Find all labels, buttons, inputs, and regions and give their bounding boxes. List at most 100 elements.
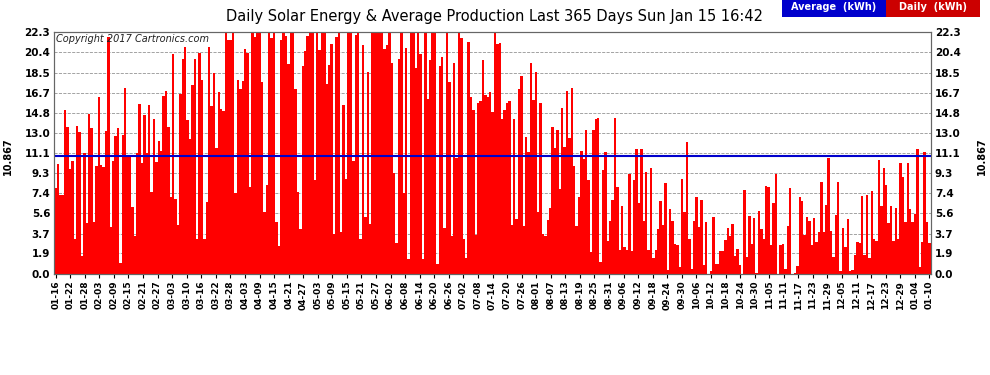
Bar <box>558 189 561 274</box>
Bar <box>659 201 661 274</box>
Bar <box>206 202 208 274</box>
Bar <box>580 151 582 274</box>
Bar <box>833 257 835 274</box>
Bar <box>683 213 686 274</box>
Bar <box>518 89 520 274</box>
Bar <box>304 51 307 274</box>
Bar <box>924 152 926 274</box>
Bar <box>724 240 727 274</box>
Bar <box>722 252 724 274</box>
Bar <box>570 88 573 274</box>
Bar <box>129 157 132 274</box>
Bar <box>530 63 533 274</box>
Bar <box>674 244 676 274</box>
Bar <box>520 76 523 274</box>
Bar <box>86 224 88 274</box>
Bar <box>450 236 452 274</box>
Bar <box>198 53 201 274</box>
Bar <box>895 207 897 274</box>
Bar <box>225 32 228 274</box>
Bar <box>681 179 683 274</box>
Bar <box>326 84 328 274</box>
Bar <box>240 89 242 274</box>
Bar <box>81 256 83 274</box>
Bar <box>619 250 621 274</box>
Bar <box>477 102 479 274</box>
Bar <box>734 256 737 274</box>
Bar <box>727 228 729 274</box>
Bar <box>784 268 787 274</box>
Bar <box>912 222 914 274</box>
Bar <box>132 207 134 274</box>
Bar <box>880 206 883 274</box>
Bar <box>693 220 695 274</box>
Bar <box>624 247 626 274</box>
Bar <box>587 180 590 274</box>
Bar <box>395 243 398 274</box>
Bar <box>739 265 741 274</box>
Bar <box>856 242 858 274</box>
Bar <box>275 222 277 274</box>
Bar <box>720 251 722 274</box>
Bar <box>100 165 102 274</box>
Bar <box>799 197 801 274</box>
Bar <box>899 163 902 274</box>
Bar <box>251 32 253 274</box>
Bar <box>261 82 263 274</box>
Bar <box>537 211 540 274</box>
Bar <box>762 238 765 274</box>
Bar <box>743 190 745 274</box>
Bar <box>256 32 258 274</box>
Bar <box>563 147 565 274</box>
Bar <box>390 63 393 274</box>
Bar <box>174 199 177 274</box>
Bar <box>666 270 669 274</box>
Bar <box>750 244 753 274</box>
Bar <box>352 161 354 274</box>
Bar <box>321 32 324 274</box>
Bar <box>703 266 705 274</box>
Bar <box>263 212 265 274</box>
Bar <box>144 115 146 274</box>
Bar <box>828 158 830 274</box>
Bar <box>361 45 364 274</box>
Bar <box>76 126 78 274</box>
Bar <box>287 64 290 274</box>
Bar <box>664 183 666 274</box>
Bar <box>506 103 508 274</box>
Bar <box>196 239 198 274</box>
Bar <box>633 180 636 274</box>
Bar <box>444 228 446 274</box>
Bar <box>297 192 299 274</box>
Bar <box>883 168 885 274</box>
Bar <box>366 72 369 274</box>
Bar <box>686 141 688 274</box>
Bar <box>787 226 789 274</box>
Bar <box>248 187 251 274</box>
Bar <box>59 195 61 274</box>
Bar <box>929 243 931 274</box>
Bar <box>169 196 172 274</box>
Bar <box>324 32 326 274</box>
Bar <box>503 110 506 274</box>
Bar <box>336 37 338 274</box>
Bar <box>71 161 73 274</box>
Bar <box>277 246 280 274</box>
Bar <box>710 271 712 274</box>
Bar <box>150 192 152 274</box>
Bar <box>494 32 496 274</box>
Bar <box>105 131 107 274</box>
Bar <box>678 267 681 274</box>
Bar <box>201 80 203 274</box>
Bar <box>345 179 347 274</box>
Bar <box>446 32 448 274</box>
Bar <box>878 160 880 274</box>
Bar <box>319 50 321 274</box>
Bar <box>437 264 439 274</box>
Bar <box>700 200 703 274</box>
Bar <box>141 163 144 274</box>
Bar <box>102 166 105 274</box>
Bar <box>590 252 592 274</box>
Bar <box>427 99 429 274</box>
Bar <box>823 232 825 274</box>
